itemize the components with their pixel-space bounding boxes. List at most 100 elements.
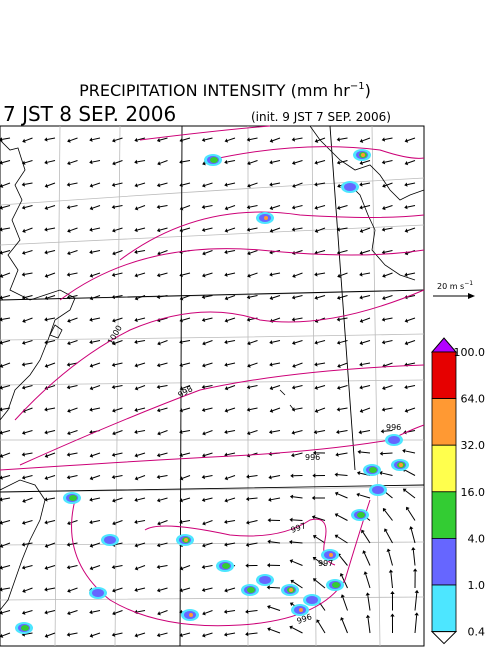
wind-head — [381, 340, 386, 345]
wind-shaft — [24, 452, 33, 455]
wind-shaft — [227, 407, 236, 411]
wind-head — [89, 497, 93, 502]
wind-head — [0, 183, 4, 188]
wind-shaft — [314, 558, 326, 566]
wind-shaft — [24, 632, 33, 635]
wind-head — [179, 476, 184, 481]
wind-head — [291, 340, 296, 345]
wind-head — [268, 429, 273, 435]
wind-head — [267, 627, 271, 632]
wind-head — [337, 363, 341, 368]
wind-shaft — [384, 160, 393, 163]
wind-head — [112, 161, 116, 166]
wind-head — [390, 613, 395, 617]
wind-head — [291, 205, 296, 210]
wind-shaft — [227, 272, 236, 276]
wind-shaft — [339, 317, 348, 320]
wind-head — [312, 535, 317, 539]
wind-head — [202, 251, 206, 256]
wind-head — [312, 578, 317, 582]
wind-head — [247, 183, 251, 188]
wind-head — [291, 160, 296, 165]
wind-shaft — [137, 340, 146, 343]
wind-shaft — [269, 586, 281, 589]
wind-shaft — [390, 572, 393, 589]
wind-shaft — [24, 542, 33, 545]
wind-head — [336, 295, 341, 300]
wind-head — [202, 363, 206, 368]
wind-head — [201, 204, 206, 210]
precip-cell — [21, 625, 29, 631]
wind-head — [66, 475, 71, 480]
wind-head — [67, 318, 71, 323]
wind-shaft — [226, 610, 236, 613]
wind-shaft — [159, 250, 168, 254]
wind-shaft — [69, 407, 78, 412]
wind-head — [0, 160, 3, 165]
wind-shaft — [362, 362, 371, 365]
wind-shaft — [69, 137, 78, 142]
wind-head — [179, 566, 184, 571]
wind-shaft — [137, 317, 146, 321]
wind-head — [336, 137, 341, 142]
wind-shaft — [292, 560, 303, 566]
grid-lines — [0, 125, 425, 647]
wind-shaft — [2, 520, 11, 524]
wind-shaft — [341, 575, 348, 589]
wind-head — [245, 609, 249, 614]
wind-head — [44, 317, 48, 322]
wind-shaft — [159, 497, 168, 501]
wind-head — [21, 430, 26, 435]
wind-head — [245, 542, 250, 547]
wind-shaft — [47, 340, 56, 343]
wind-head — [289, 494, 294, 499]
wind-head — [111, 204, 116, 210]
wind-head — [134, 566, 139, 571]
wind-head — [291, 227, 296, 232]
wind-head — [382, 273, 386, 278]
wind-shaft — [137, 632, 146, 636]
wind-head — [223, 632, 228, 637]
wind-shaft — [47, 205, 56, 209]
wind-head — [156, 183, 161, 188]
wind-head — [381, 250, 386, 255]
wind-head — [359, 408, 364, 413]
wind-head — [246, 407, 251, 412]
wind-head — [224, 159, 228, 165]
precip-cell — [289, 588, 293, 592]
wind-head — [291, 317, 296, 322]
wind-head — [156, 632, 161, 638]
wind-shaft — [249, 182, 258, 187]
wind-shaft — [137, 565, 146, 569]
wind-head — [156, 138, 161, 143]
wind-head — [312, 450, 316, 456]
wind-shaft — [182, 160, 191, 163]
wind-head — [0, 587, 3, 592]
wind-head — [363, 571, 368, 575]
wind-shaft — [182, 520, 191, 523]
wind-shaft — [362, 272, 371, 275]
wind-head — [157, 611, 161, 616]
wind-head — [337, 183, 341, 188]
wind-head — [112, 138, 116, 143]
wind-head — [44, 363, 49, 368]
wind-shaft — [204, 317, 213, 321]
wind-shaft — [2, 385, 11, 389]
wind-head — [0, 497, 3, 502]
wind-head — [201, 497, 206, 503]
colorbar-segment — [431, 444, 457, 493]
wind-head — [67, 610, 71, 616]
wind-head — [134, 183, 138, 188]
wind-shaft — [204, 272, 213, 276]
wind-shaft — [269, 606, 281, 611]
wind-shaft — [339, 407, 348, 410]
wind-head — [336, 407, 341, 412]
wind-shaft — [249, 407, 258, 411]
wind-shaft — [384, 317, 393, 321]
wind-shaft — [47, 227, 56, 230]
wind-shaft — [291, 541, 303, 544]
wind-shaft — [204, 250, 213, 254]
wind-head — [202, 611, 206, 616]
wind-shaft — [114, 520, 123, 524]
